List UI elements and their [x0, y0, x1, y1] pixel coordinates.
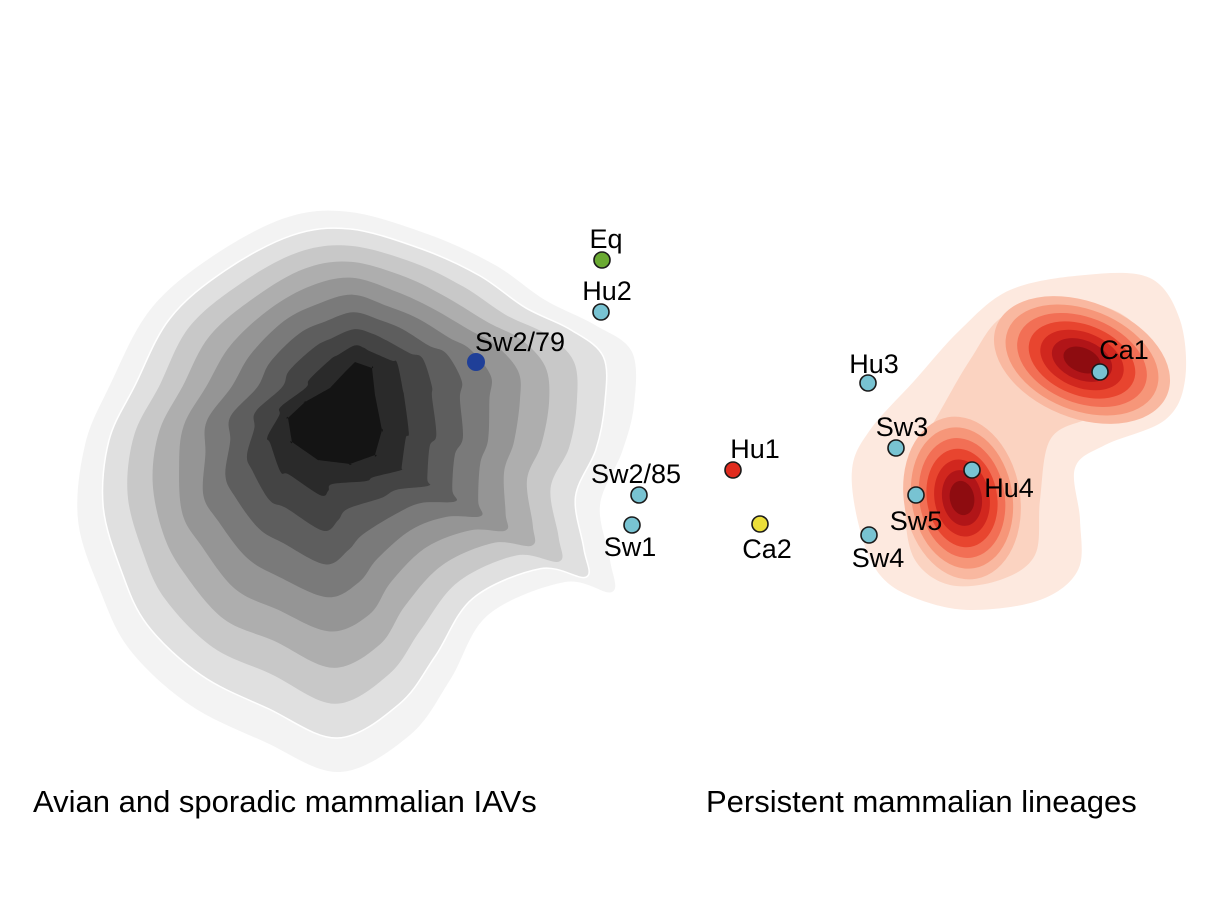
point-marker-9 — [887, 439, 905, 457]
point-marker-6 — [751, 515, 769, 533]
point-marker-4 — [630, 486, 648, 504]
point-label-11: Sw5 — [890, 506, 943, 536]
point-marker-0 — [593, 251, 611, 269]
point-marker-7 — [859, 374, 877, 392]
point-label-9: Sw3 — [876, 412, 929, 442]
right-hotspot-lower-level-9 — [949, 480, 975, 516]
point-label-8: Ca1 — [1099, 335, 1149, 365]
point-label-5: Sw1 — [604, 532, 657, 562]
point-label-7: Hu3 — [849, 349, 899, 379]
group-label-right: Persistent mammalian lineages — [706, 784, 1137, 819]
point-label-4: Sw2/85 — [591, 459, 681, 489]
point-label-1: Hu2 — [582, 276, 632, 306]
point-marker-1 — [592, 303, 610, 321]
point-marker-3 — [724, 461, 742, 479]
points-layer: Eq Hu2 Sw2/79 Hu1 Sw2/85 Sw1 Ca2 Hu3 Ca1 Sw3 Hu4 Sw… — [467, 224, 1149, 573]
point-label-2: Sw2/79 — [475, 327, 565, 357]
point-marker-8 — [1091, 363, 1109, 381]
point-label-0: Eq — [589, 224, 622, 254]
point-marker-2 — [467, 353, 485, 371]
point-label-10: Hu4 — [984, 473, 1034, 503]
left-density-contours — [77, 210, 637, 773]
left-density-level-10 — [286, 361, 383, 465]
point-marker-12 — [860, 526, 878, 544]
point-label-3: Hu1 — [730, 434, 780, 464]
point-marker-11 — [907, 486, 925, 504]
point-marker-5 — [623, 516, 641, 534]
right-density-contours — [851, 272, 1187, 611]
point-marker-10 — [963, 461, 981, 479]
group-label-left: Avian and sporadic mammalian IAVs — [33, 784, 537, 819]
right-hotspot-upper-level-9 — [1063, 346, 1101, 374]
point-label-6: Ca2 — [742, 534, 792, 564]
point-label-12: Sw4 — [852, 543, 905, 573]
